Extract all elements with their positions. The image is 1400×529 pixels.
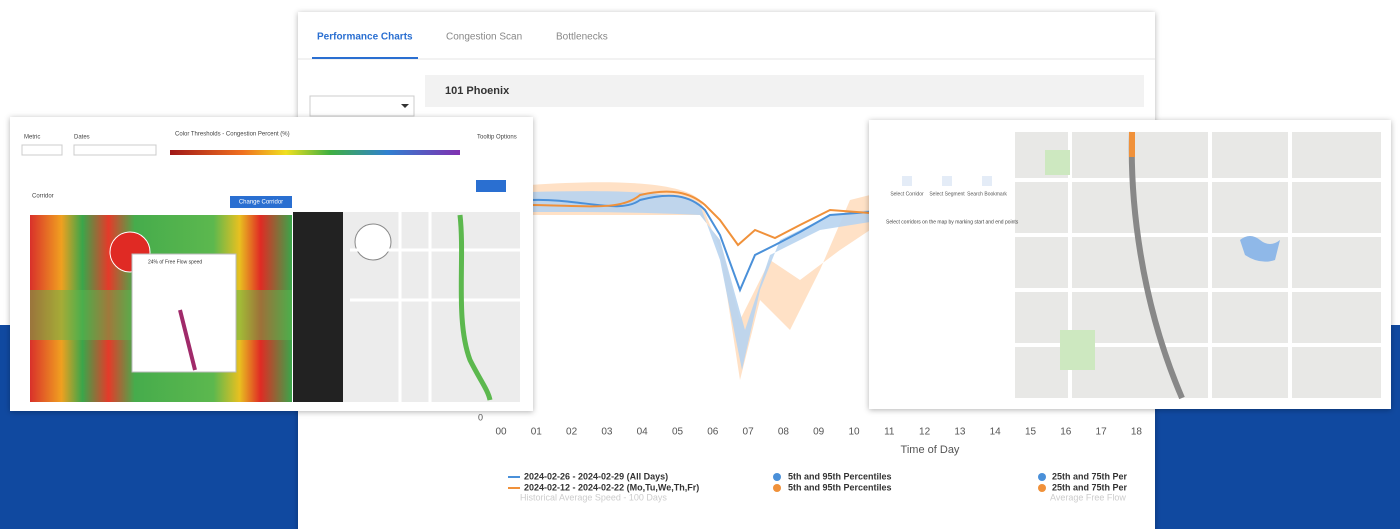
dates-select[interactable] bbox=[74, 145, 156, 155]
x-tick-label: 05 bbox=[672, 427, 684, 438]
legend-swatch bbox=[1038, 484, 1046, 492]
x-tick-label: 18 bbox=[1131, 427, 1143, 438]
park bbox=[1060, 330, 1095, 370]
legend-swatch bbox=[1038, 473, 1046, 481]
x-tick-label: 00 bbox=[495, 427, 507, 438]
gauge bbox=[355, 224, 391, 260]
highway-segment bbox=[1129, 132, 1135, 157]
x-tick-label: 11 bbox=[884, 427, 895, 438]
x-tick-label: 01 bbox=[531, 427, 543, 438]
x-tick-label: 15 bbox=[1025, 427, 1037, 438]
control-label: Metric bbox=[24, 135, 40, 141]
x-tick-label: 13 bbox=[954, 427, 966, 438]
legend-label-faded: Average Free Flow bbox=[1050, 492, 1126, 502]
park bbox=[1045, 150, 1070, 175]
control-label: Color Thresholds - Congestion Percent (%… bbox=[175, 132, 290, 138]
x-axis-label: Time of Day bbox=[901, 444, 960, 456]
metric-select[interactable] bbox=[22, 145, 62, 155]
tool-icon bbox=[942, 176, 952, 186]
dropdown[interactable] bbox=[310, 96, 414, 116]
tooltip bbox=[132, 254, 236, 372]
x-tick-label: 09 bbox=[813, 427, 825, 438]
legend-label: 5th and 95th Percentiles bbox=[788, 482, 892, 492]
hint: Select corridors on the map by marking s… bbox=[886, 219, 1019, 225]
tool-label[interactable]: Select Segment bbox=[929, 191, 965, 197]
legend-swatch bbox=[773, 484, 781, 492]
x-tick-label: 02 bbox=[566, 427, 578, 438]
tab[interactable]: Bottlenecks bbox=[556, 32, 608, 43]
x-tick-label: 03 bbox=[601, 427, 613, 438]
legend-swatch bbox=[773, 473, 781, 481]
x-tick-label: 06 bbox=[707, 427, 719, 438]
x-tick-label: 04 bbox=[637, 427, 649, 438]
chart-header bbox=[425, 75, 1144, 107]
legend-label: 2024-02-26 - 2024-02-29 (All Days) bbox=[524, 471, 668, 481]
x-tick-label: 07 bbox=[743, 427, 755, 438]
legend-label-faded: Historical Average Speed - 100 Days bbox=[520, 492, 667, 502]
change-corridor-label: Change Corridor bbox=[239, 200, 283, 206]
legend-label: 25th and 75th Per bbox=[1052, 482, 1128, 492]
x-tick-label: 16 bbox=[1060, 427, 1072, 438]
x-tick-label: 17 bbox=[1096, 427, 1108, 438]
side-panel bbox=[878, 150, 1015, 400]
page: Performance Charts Congestion Scan Bottlen… bbox=[0, 0, 1400, 529]
control-label: Corridor bbox=[32, 194, 54, 200]
x-tick-label: 08 bbox=[778, 427, 790, 438]
color-scale bbox=[170, 150, 460, 155]
legend-label: 25th and 75th Per bbox=[1052, 471, 1128, 481]
tab[interactable]: Performance Charts bbox=[317, 32, 413, 43]
tooltip-text: 24% of Free Flow speed bbox=[148, 259, 202, 265]
active-tab-underline bbox=[312, 57, 418, 59]
legend-label: 2024-02-12 - 2024-02-22 (Mo,Tu,We,Th,Fr) bbox=[524, 482, 699, 492]
corridor-title: 101 Phoenix bbox=[445, 85, 510, 97]
tab[interactable]: Congestion Scan bbox=[446, 32, 522, 43]
x-tick-label: 10 bbox=[848, 427, 860, 438]
tool-icon bbox=[982, 176, 992, 186]
control-label: Tooltip Options bbox=[477, 135, 517, 141]
control-label: Dates bbox=[74, 135, 90, 141]
tool-label[interactable]: Select Corridor bbox=[890, 191, 924, 197]
default-button[interactable] bbox=[476, 180, 506, 192]
y-tick-label: 0 bbox=[478, 412, 483, 422]
tool-label[interactable]: Search Bookmark bbox=[967, 191, 1007, 197]
tool-icon bbox=[902, 176, 912, 186]
dark-column bbox=[293, 212, 343, 402]
legend-label: 5th and 95th Percentiles bbox=[788, 471, 892, 481]
x-tick-label: 12 bbox=[919, 427, 931, 438]
x-tick-label: 14 bbox=[990, 427, 1002, 438]
